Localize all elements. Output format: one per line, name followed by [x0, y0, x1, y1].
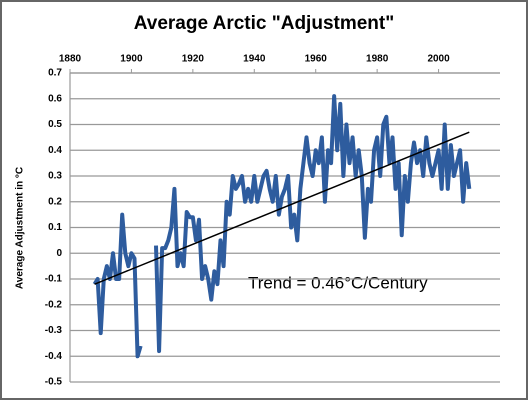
chart-title: Average Arctic "Adjustment"	[134, 13, 395, 34]
y-tick-label: 0.2	[48, 196, 62, 207]
trend-line	[94, 131, 470, 285]
x-tick-label: 1880	[59, 54, 82, 65]
y-tick-label: 0.5	[48, 119, 62, 130]
x-tick-label: 1940	[243, 54, 266, 65]
y-tick-label: -0.4	[45, 351, 63, 362]
y-tick-label: 0.4	[48, 145, 62, 156]
y-tick-label: -0.3	[45, 325, 63, 336]
y-tick-label: 0.7	[48, 68, 62, 79]
x-tick-label: 2000	[427, 54, 450, 65]
y-tick-label: -0.2	[45, 299, 63, 310]
y-tick-label: -0.5	[45, 377, 63, 388]
y-tick-label: 0.3	[48, 171, 62, 182]
y-tick-label: 0.6	[48, 93, 62, 104]
x-tick-label: 1980	[366, 54, 389, 65]
x-tick-label: 1900	[120, 54, 143, 65]
x-tick-label: 1960	[305, 54, 328, 65]
annotation: Trend = 0.46°C/Century	[248, 273, 428, 292]
y-tick-label: 0	[56, 248, 62, 259]
y-tick-label: -0.1	[45, 274, 63, 285]
data-line	[92, 94, 472, 359]
x-tick-label: 1920	[182, 54, 205, 65]
y-tick-label: 0.1	[48, 222, 62, 233]
y-axis-label: Average Adjustment in °C	[15, 167, 26, 289]
